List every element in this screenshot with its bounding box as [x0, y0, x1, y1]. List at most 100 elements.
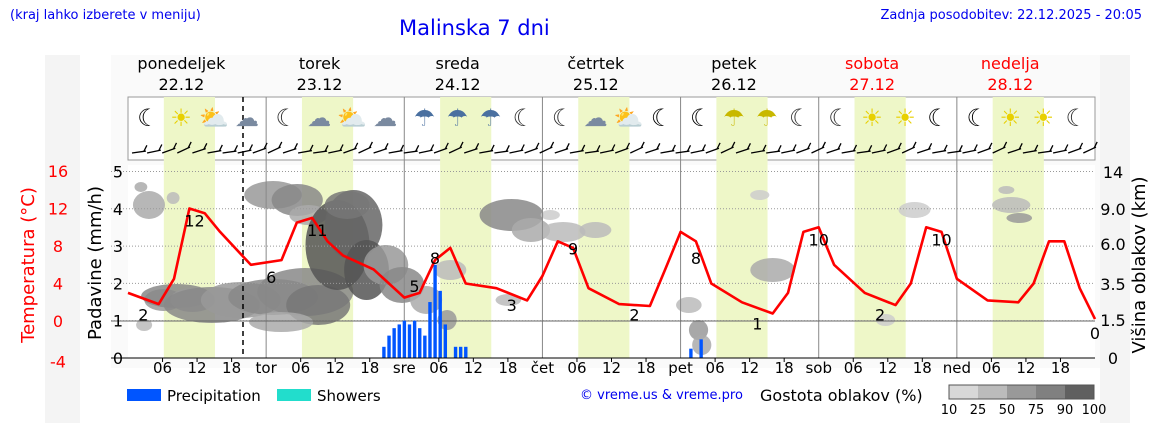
wind-barb-tick [656, 143, 661, 150]
wind-barbs [131, 141, 1098, 154]
density-swatch [978, 385, 1007, 399]
day-name: sreda [435, 54, 479, 73]
cloud-blob [166, 192, 180, 204]
precip-tick: 4 [113, 200, 123, 219]
wind-barb [343, 147, 357, 154]
wind-barb-tick [1018, 143, 1023, 150]
temperature-label: 10 [809, 230, 829, 249]
hour-tick: 06 [567, 359, 586, 377]
temperature-label: 0 [1090, 324, 1100, 343]
day-date: 24.12 [435, 75, 481, 94]
wind-barb-tick [777, 145, 782, 152]
wind-barb-tick [1002, 141, 1008, 149]
day-abbr: pet [668, 359, 693, 377]
moon-icon: ☾ [966, 104, 988, 132]
precip-bar [458, 346, 463, 358]
hour-tick: 12 [326, 359, 345, 377]
wind-barb-tick [218, 144, 223, 152]
day-date: 26.12 [711, 75, 757, 94]
cloud-height-tick: 9.0 [1100, 200, 1125, 219]
moon-icon: ☾ [137, 104, 159, 132]
rain-cloud-icon: ☂ [414, 104, 436, 132]
moon-icon: ☾ [927, 104, 949, 132]
wind-barb [509, 149, 524, 154]
wind-barb [418, 149, 433, 154]
wind-barb-tick [1064, 144, 1069, 151]
wind-barb-tick [475, 143, 480, 150]
moon-icon: ☾ [651, 104, 673, 132]
wind-barb-tick [415, 145, 420, 152]
cloud-height-tick: 14 [1103, 163, 1123, 182]
day-date: 25.12 [573, 75, 619, 94]
wind-barb [901, 146, 916, 154]
hour-tick: 12 [740, 359, 759, 377]
location-hint[interactable]: (kraj lahko izberete v meniju) [10, 8, 201, 23]
hour-tick: 06 [291, 359, 310, 377]
sun-cloud-icon: ⛅ [614, 104, 644, 132]
wind-barb [207, 149, 222, 154]
day-name: torek [299, 54, 341, 73]
moon-cloud-icon: ☾ [275, 104, 297, 132]
sun-rain-icon: ☂ [756, 104, 778, 132]
cloud-height-tick: 0 [1108, 349, 1118, 368]
daytime-band [992, 97, 1044, 358]
wind-barb-tick [821, 141, 826, 149]
day-name: petek [711, 54, 757, 73]
wind-barb [146, 149, 161, 154]
density-step: 100 [1082, 403, 1107, 418]
day-abbr: sob [805, 359, 832, 377]
cloud-icon: ☁ [235, 104, 259, 132]
hour-tick: 06 [982, 359, 1001, 377]
cloud-height-tick: 3.5 [1100, 275, 1125, 294]
wind-barb [1052, 149, 1067, 154]
cloud-blob [511, 218, 551, 242]
precip-bar [423, 335, 427, 358]
wind-barb [328, 149, 343, 154]
day-date: 28.12 [987, 75, 1033, 94]
wind-barb-tick [324, 145, 329, 152]
hour-tick: 18 [636, 359, 655, 377]
hour-tick: 18 [1051, 359, 1070, 377]
wind-barb-tick [958, 145, 963, 152]
precip-bar [402, 320, 407, 358]
rain-cloud-icon: ☂ [480, 104, 502, 132]
temperature-label: 2 [629, 305, 639, 324]
wind-barb-tick [973, 144, 978, 151]
wind-barb [871, 149, 886, 154]
temperature-label: 8 [430, 249, 440, 268]
cloud-blob [540, 210, 560, 220]
precip-bar [689, 348, 693, 358]
hour-tick: 18 [913, 359, 932, 377]
wind-barb-tick [928, 143, 933, 150]
wind-barb-tick [384, 143, 389, 150]
wind-barb-tick [988, 142, 993, 150]
wind-barb-tick [868, 145, 873, 152]
hour-tick: 18 [775, 359, 794, 377]
wind-barb-tick [278, 141, 283, 149]
left-strip [45, 55, 80, 423]
wind-barb [177, 146, 191, 154]
wind-barb [403, 150, 418, 154]
wind-barb [539, 146, 553, 154]
credit-link[interactable]: © vreme.us & vreme.pro [580, 388, 743, 403]
wind-barb [1037, 150, 1052, 154]
legend-label: Precipitation [167, 387, 261, 405]
wind-barb [962, 149, 977, 154]
cloud-blob [1006, 213, 1033, 223]
cloud-density-label: Gostota oblakov (%) [760, 386, 923, 405]
wind-barb-tick [549, 141, 555, 149]
cloud-blob [991, 197, 1031, 213]
wind-barb-tick [611, 144, 616, 151]
day-abbr: ned [943, 359, 971, 377]
rain-cloud-icon: ☂ [447, 104, 469, 132]
density-frame [948, 384, 1095, 400]
density-swatch [1036, 385, 1065, 399]
wind-barb-tick [368, 141, 373, 149]
temp-tick: 8 [53, 237, 63, 256]
wind-barb [916, 148, 931, 154]
wind-barb-tick [731, 141, 736, 149]
wind-barb-tick [430, 144, 435, 151]
cloud-height-tick: 1.5 [1100, 311, 1125, 330]
day-abbr: sre [393, 359, 416, 377]
day-name: četrtek [567, 54, 625, 73]
